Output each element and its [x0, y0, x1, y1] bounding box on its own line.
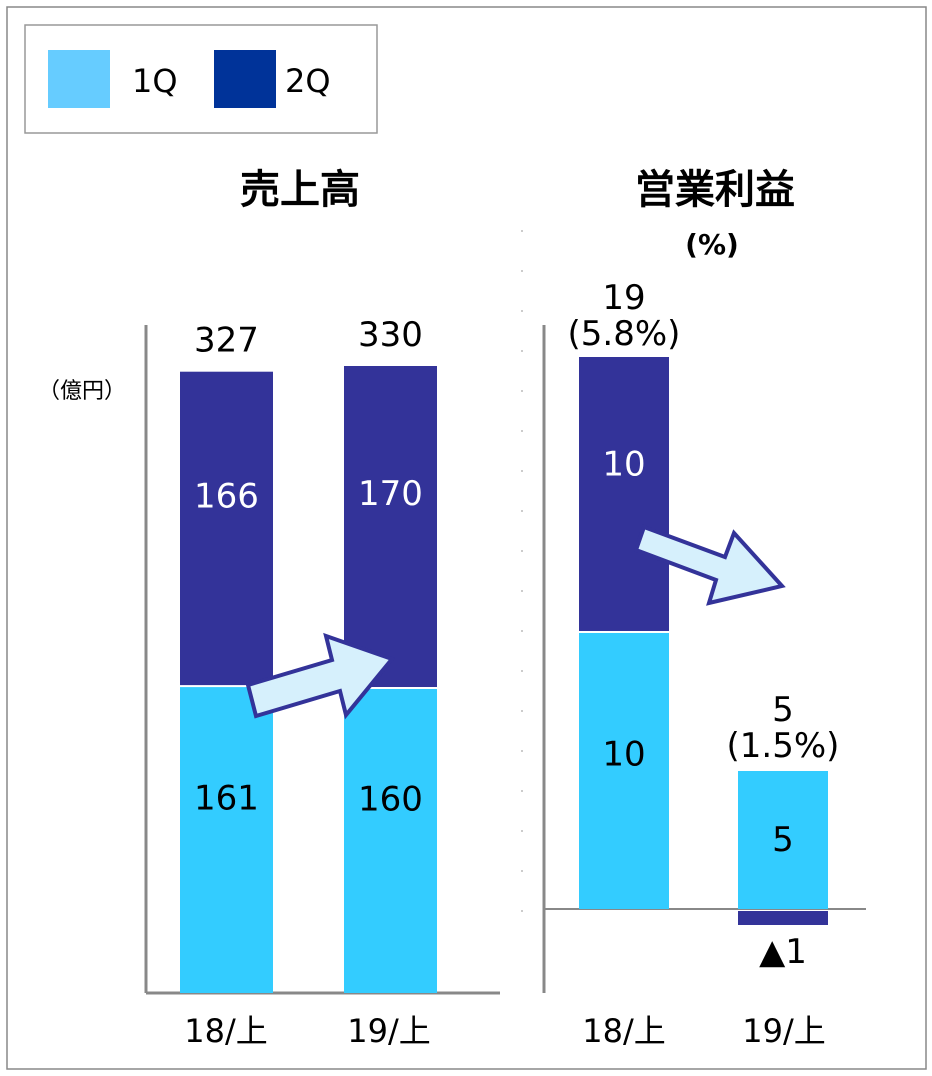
op-profit-title: 営業利益 — [635, 167, 795, 213]
op-label-18-1q: 10 — [602, 734, 645, 774]
chart-frame — [6, 6, 927, 1070]
sales-label-19-1q: 160 — [358, 780, 423, 820]
op-bar-18-1q — [579, 633, 669, 909]
op-total-19: 5 — [772, 690, 794, 730]
op-bar-18-2q — [579, 357, 669, 631]
sales-tick-19: 19/上 — [347, 1012, 431, 1050]
sales-title: 売上高 — [240, 167, 360, 213]
op-profit-subtitle: (%) — [685, 228, 739, 261]
op-bar-19-2q — [738, 911, 828, 925]
sales-trend-arrow — [245, 632, 396, 720]
op-label-19-2q: ▲1 — [759, 932, 807, 972]
op-bar-19-1q — [738, 771, 828, 909]
sales-bar-19-1q — [344, 689, 437, 993]
op-label-18-2q: 10 — [602, 445, 645, 485]
sales-total-19: 330 — [358, 315, 423, 355]
op-margin-18: (5.8%) — [568, 314, 681, 354]
op-tick-18: 18/上 — [582, 1012, 666, 1050]
sales-bar-19-2q — [344, 366, 437, 687]
sales-bar-18-1q — [180, 687, 273, 993]
op-tick-19: 19/上 — [742, 1012, 826, 1050]
legend-swatch-1q — [48, 50, 110, 108]
sales-label-19-2q: 170 — [358, 474, 423, 514]
sales-bar-18-2q — [180, 371, 273, 686]
op-trend-arrow — [633, 524, 786, 606]
legend-label-1q: 1Q — [132, 62, 178, 100]
op-label-19-1q: 5 — [772, 820, 794, 860]
sales-label-18-1q: 161 — [194, 778, 259, 818]
sales-label-18-2q: 166 — [194, 476, 259, 516]
sales-tick-18: 18/上 — [184, 1012, 268, 1050]
op-total-18: 19 — [602, 278, 645, 318]
op-margin-19: (1.5%) — [727, 726, 840, 766]
sales-total-18: 327 — [194, 321, 259, 361]
legend-swatch-2q — [214, 50, 276, 108]
legend-label-2q: 2Q — [285, 62, 331, 100]
legend: 1Q 2Q — [24, 24, 378, 134]
unit-label: （億円） — [38, 379, 126, 404]
